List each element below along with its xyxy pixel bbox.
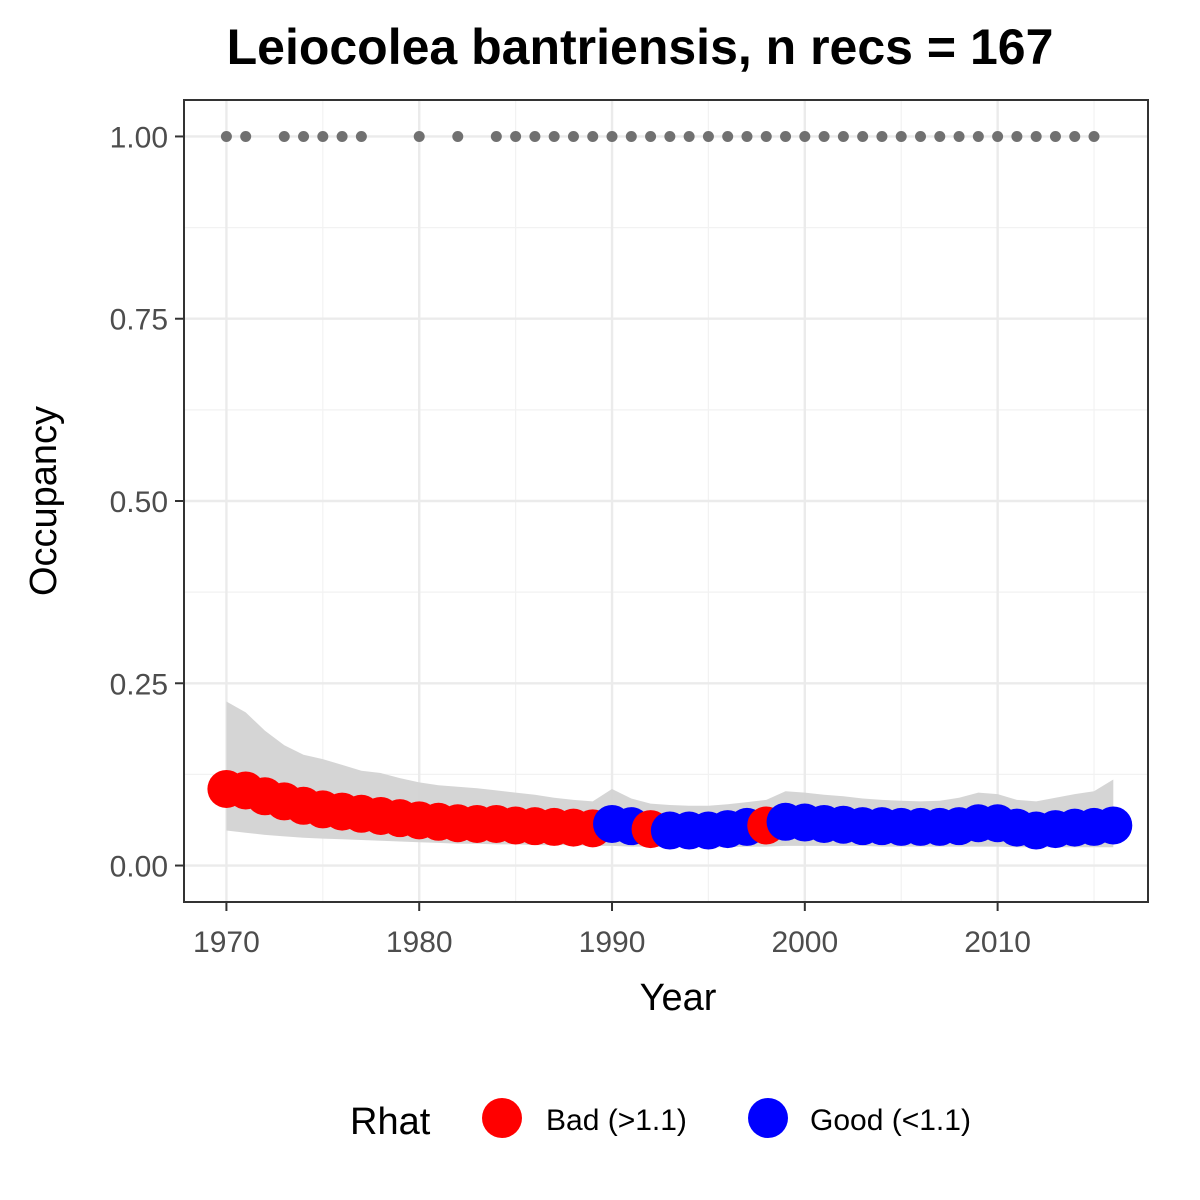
record-point [220, 130, 232, 142]
record-point [972, 130, 984, 142]
legend-swatch-bad [482, 1098, 522, 1138]
record-point [780, 130, 792, 142]
record-point [645, 130, 657, 142]
record-point [567, 130, 579, 142]
record-point [799, 130, 811, 142]
legend-swatch-good [748, 1098, 788, 1138]
record-point [1011, 130, 1023, 142]
record-point [529, 130, 541, 142]
y-tick-label: 0.25 [110, 668, 168, 701]
record-point [702, 130, 714, 142]
y-axis-title: Occupancy [23, 406, 65, 596]
record-point [317, 130, 329, 142]
y-tick-label: 0.50 [110, 486, 168, 519]
x-axis-ticks: 1970 1980 1990 2000 2010 [193, 902, 1031, 959]
x-tick-label: 1980 [386, 926, 453, 959]
y-tick-label: 0.75 [110, 304, 168, 337]
legend: Rhat Bad (>1.1) Good (<1.1) [350, 1098, 971, 1143]
record-point [895, 130, 907, 142]
record-point [722, 130, 734, 142]
x-tick-label: 2010 [964, 926, 1031, 959]
record-point [278, 130, 290, 142]
x-tick-label: 1970 [193, 926, 260, 959]
record-point [1030, 130, 1042, 142]
record-point [510, 130, 522, 142]
occupancy-point [1094, 806, 1133, 845]
legend-label-bad: Bad (>1.1) [546, 1104, 687, 1137]
record-point [336, 130, 348, 142]
record-point [1049, 130, 1061, 142]
record-point [625, 130, 637, 142]
x-tick-label: 2000 [771, 926, 838, 959]
y-tick-label: 1.00 [110, 121, 168, 154]
record-point [1069, 130, 1081, 142]
record-point [837, 130, 849, 142]
record-point [587, 130, 599, 142]
x-axis-title: Year [640, 977, 717, 1019]
record-point [876, 130, 888, 142]
record-point [490, 130, 502, 142]
legend-title: Rhat [350, 1101, 431, 1143]
record-point [818, 130, 830, 142]
record-point [452, 130, 464, 142]
record-points [220, 130, 1100, 142]
record-point [953, 130, 965, 142]
record-point [1088, 130, 1100, 142]
record-point [606, 130, 618, 142]
record-point [355, 130, 367, 142]
record-point [914, 130, 926, 142]
occupancy-points [207, 769, 1133, 850]
y-tick-label: 0.00 [110, 851, 168, 884]
record-point [760, 130, 772, 142]
record-point [548, 130, 560, 142]
record-point [992, 130, 1004, 142]
record-point [934, 130, 946, 142]
record-point [664, 130, 676, 142]
y-axis-ticks: 0.00 0.25 0.50 0.75 1.00 [110, 121, 184, 884]
record-point [741, 130, 753, 142]
record-point [413, 130, 425, 142]
record-point [857, 130, 869, 142]
x-tick-label: 1990 [579, 926, 646, 959]
record-point [240, 130, 252, 142]
record-point [298, 130, 310, 142]
legend-label-good: Good (<1.1) [810, 1104, 971, 1137]
record-point [683, 130, 695, 142]
chart-title: Leiocolea bantriensis, n recs = 167 [227, 19, 1054, 75]
